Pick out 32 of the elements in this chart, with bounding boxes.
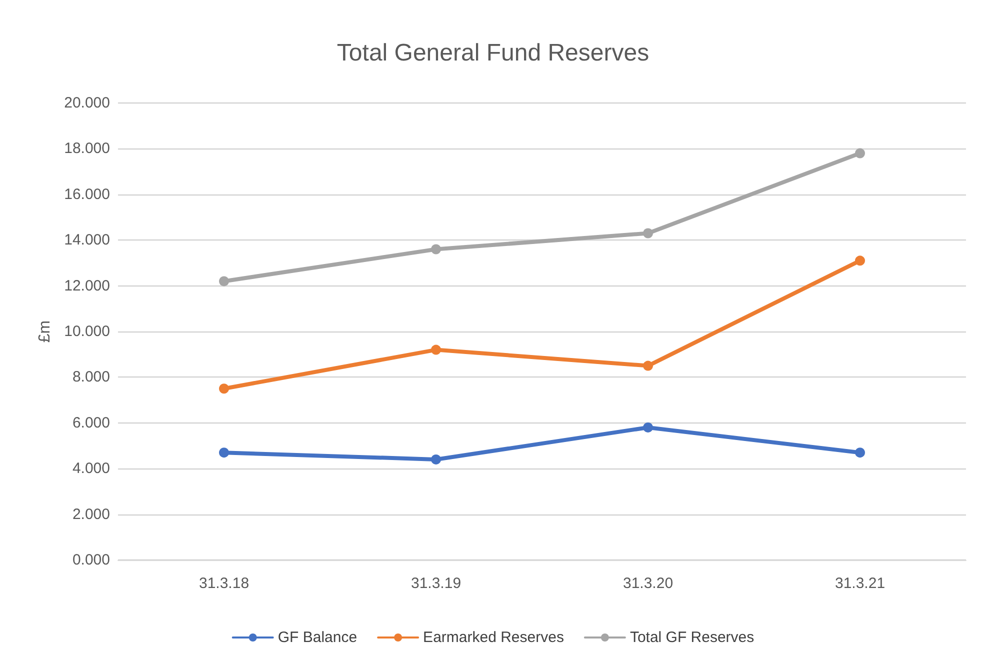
point (431, 344, 441, 355)
point (643, 360, 653, 371)
point (855, 256, 865, 266)
point (219, 448, 229, 458)
y-tick-label: 6.000 (72, 414, 110, 432)
x-tick-label: 31.3.18 (198, 575, 250, 592)
y-tick-label: 18.000 (64, 140, 110, 158)
y-tick-label: 16.000 (64, 186, 110, 203)
y-tick-label: 12.000 (64, 277, 110, 294)
point (431, 244, 441, 254)
point (855, 448, 865, 458)
point (219, 384, 229, 394)
point (431, 454, 441, 464)
x-tick-label: 31.3.21 (834, 575, 886, 592)
legend-label: Earmarked Reserves (423, 629, 564, 646)
y-tick-label: 4.000 (72, 460, 110, 478)
x-tick-label: 31.3.19 (410, 575, 462, 592)
y-tick-label: 20.000 (64, 94, 110, 112)
y-tick-label: 10.000 (64, 323, 110, 340)
y-tick-label: 0.000 (72, 552, 110, 568)
point (855, 148, 865, 158)
y-tick-label: 14.000 (64, 232, 110, 249)
y-tick-label: 2.000 (72, 506, 110, 523)
x-tick-label: 31.3.20 (622, 575, 674, 592)
y-tick-label: 8.000 (72, 368, 110, 386)
y-axis-title: £m (36, 320, 54, 343)
point (219, 276, 229, 286)
point (643, 228, 653, 238)
legend-label: Total GF Reserves (630, 629, 754, 646)
chart-title: Total General Fund Reserves (336, 40, 650, 66)
point (643, 422, 653, 432)
legend-label: GF Balance (278, 629, 358, 646)
